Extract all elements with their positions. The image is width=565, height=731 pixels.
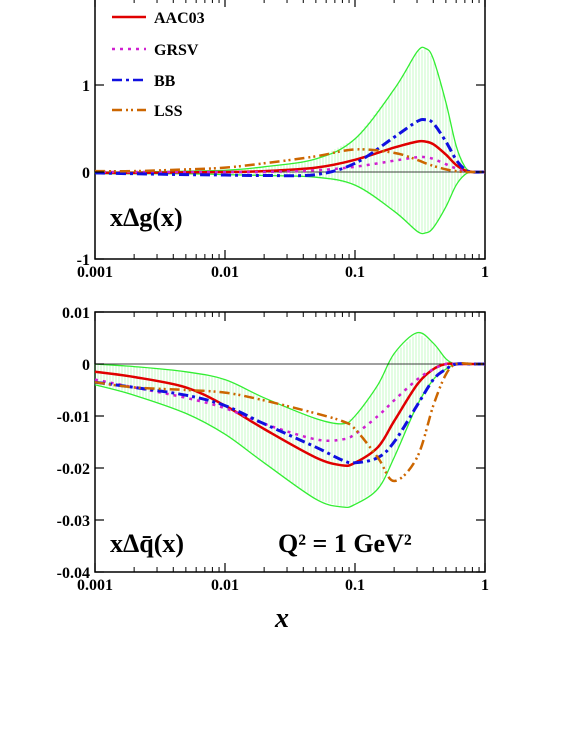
- series-line-aac03: [95, 139, 486, 175]
- y-tick-label: -0.04: [57, 565, 90, 582]
- x-tick-label: 0.01: [211, 577, 239, 594]
- y-tick-label: 1: [82, 78, 90, 95]
- x-tick-label: 1: [481, 577, 489, 594]
- x-tick-label: 0.001: [77, 577, 113, 594]
- y-tick-label: -0.03: [57, 513, 90, 530]
- series-line-lss: [94, 148, 485, 174]
- x-tick-label: 1: [481, 264, 489, 281]
- plot-frame: [94, 311, 486, 573]
- y-tick-label: -0.02: [57, 461, 90, 478]
- axis-ticks: 0.001 0.01 0.1 1 -1 0 1: [77, 0, 489, 281]
- legend-label-grsv: GRSV: [154, 42, 199, 59]
- legend: AAC03 GRSV BB LSS: [112, 10, 205, 120]
- scale-annotation: Q² = 1 GeV²: [278, 529, 412, 558]
- series-line-bb: [94, 117, 486, 178]
- panel-label-gluon: xΔg(x): [110, 203, 183, 232]
- x-tick-label: 0.1: [345, 264, 365, 281]
- series-lines: [94, 117, 486, 178]
- legend-label-aac03: AAC03: [154, 10, 205, 27]
- x-tick-label: 0.1: [345, 577, 365, 594]
- x-axis-label: x: [274, 603, 289, 634]
- panel-gluon: 0.001 0.01 0.1 1 -1 0 1 AAC03 GRSV BB LSS xΔg(…: [77, 0, 489, 281]
- band-upper-edge: [94, 46, 486, 174]
- series-line-grsv: [94, 362, 486, 443]
- plot-frame: [94, 0, 486, 260]
- series-line-lss: [94, 362, 486, 483]
- x-tick-label: 0.01: [211, 264, 239, 281]
- series-line-grsv: [94, 155, 486, 174]
- series-line-bb: [94, 362, 486, 465]
- series-lines: [94, 362, 486, 483]
- panel-label-antiquark: xΔq̄(x): [110, 529, 184, 558]
- x-tick-label: 0.001: [77, 264, 113, 281]
- y-tick-label: -0.01: [57, 409, 90, 426]
- y-tick-label: 0: [82, 165, 90, 182]
- legend-label-bb: BB: [154, 73, 176, 90]
- y-tick-label: -1: [77, 252, 90, 269]
- panel-antiquark: 0.001 0.01 0.1 1 -0.04 -0.03 -0.02 -0.01 0 0.01 x…: [57, 305, 489, 594]
- uncertainty-band: [94, 331, 486, 509]
- band-lower-edge: [94, 362, 486, 509]
- y-tick-label: 0.01: [62, 305, 90, 322]
- band-upper-edge: [94, 331, 486, 425]
- axis-ticks: 0.001 0.01 0.1 1 -0.04 -0.03 -0.02 -0.01 0 0.01: [57, 305, 489, 594]
- series-line-aac03: [94, 362, 486, 468]
- band-hatch: [94, 333, 456, 507]
- legend-label-lss: LSS: [154, 103, 183, 120]
- y-tick-label: 0: [82, 357, 90, 374]
